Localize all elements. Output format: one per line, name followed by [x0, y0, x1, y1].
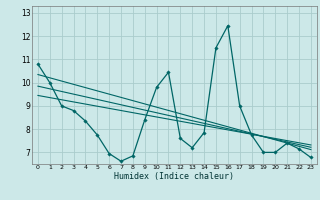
X-axis label: Humidex (Indice chaleur): Humidex (Indice chaleur) — [115, 172, 234, 181]
